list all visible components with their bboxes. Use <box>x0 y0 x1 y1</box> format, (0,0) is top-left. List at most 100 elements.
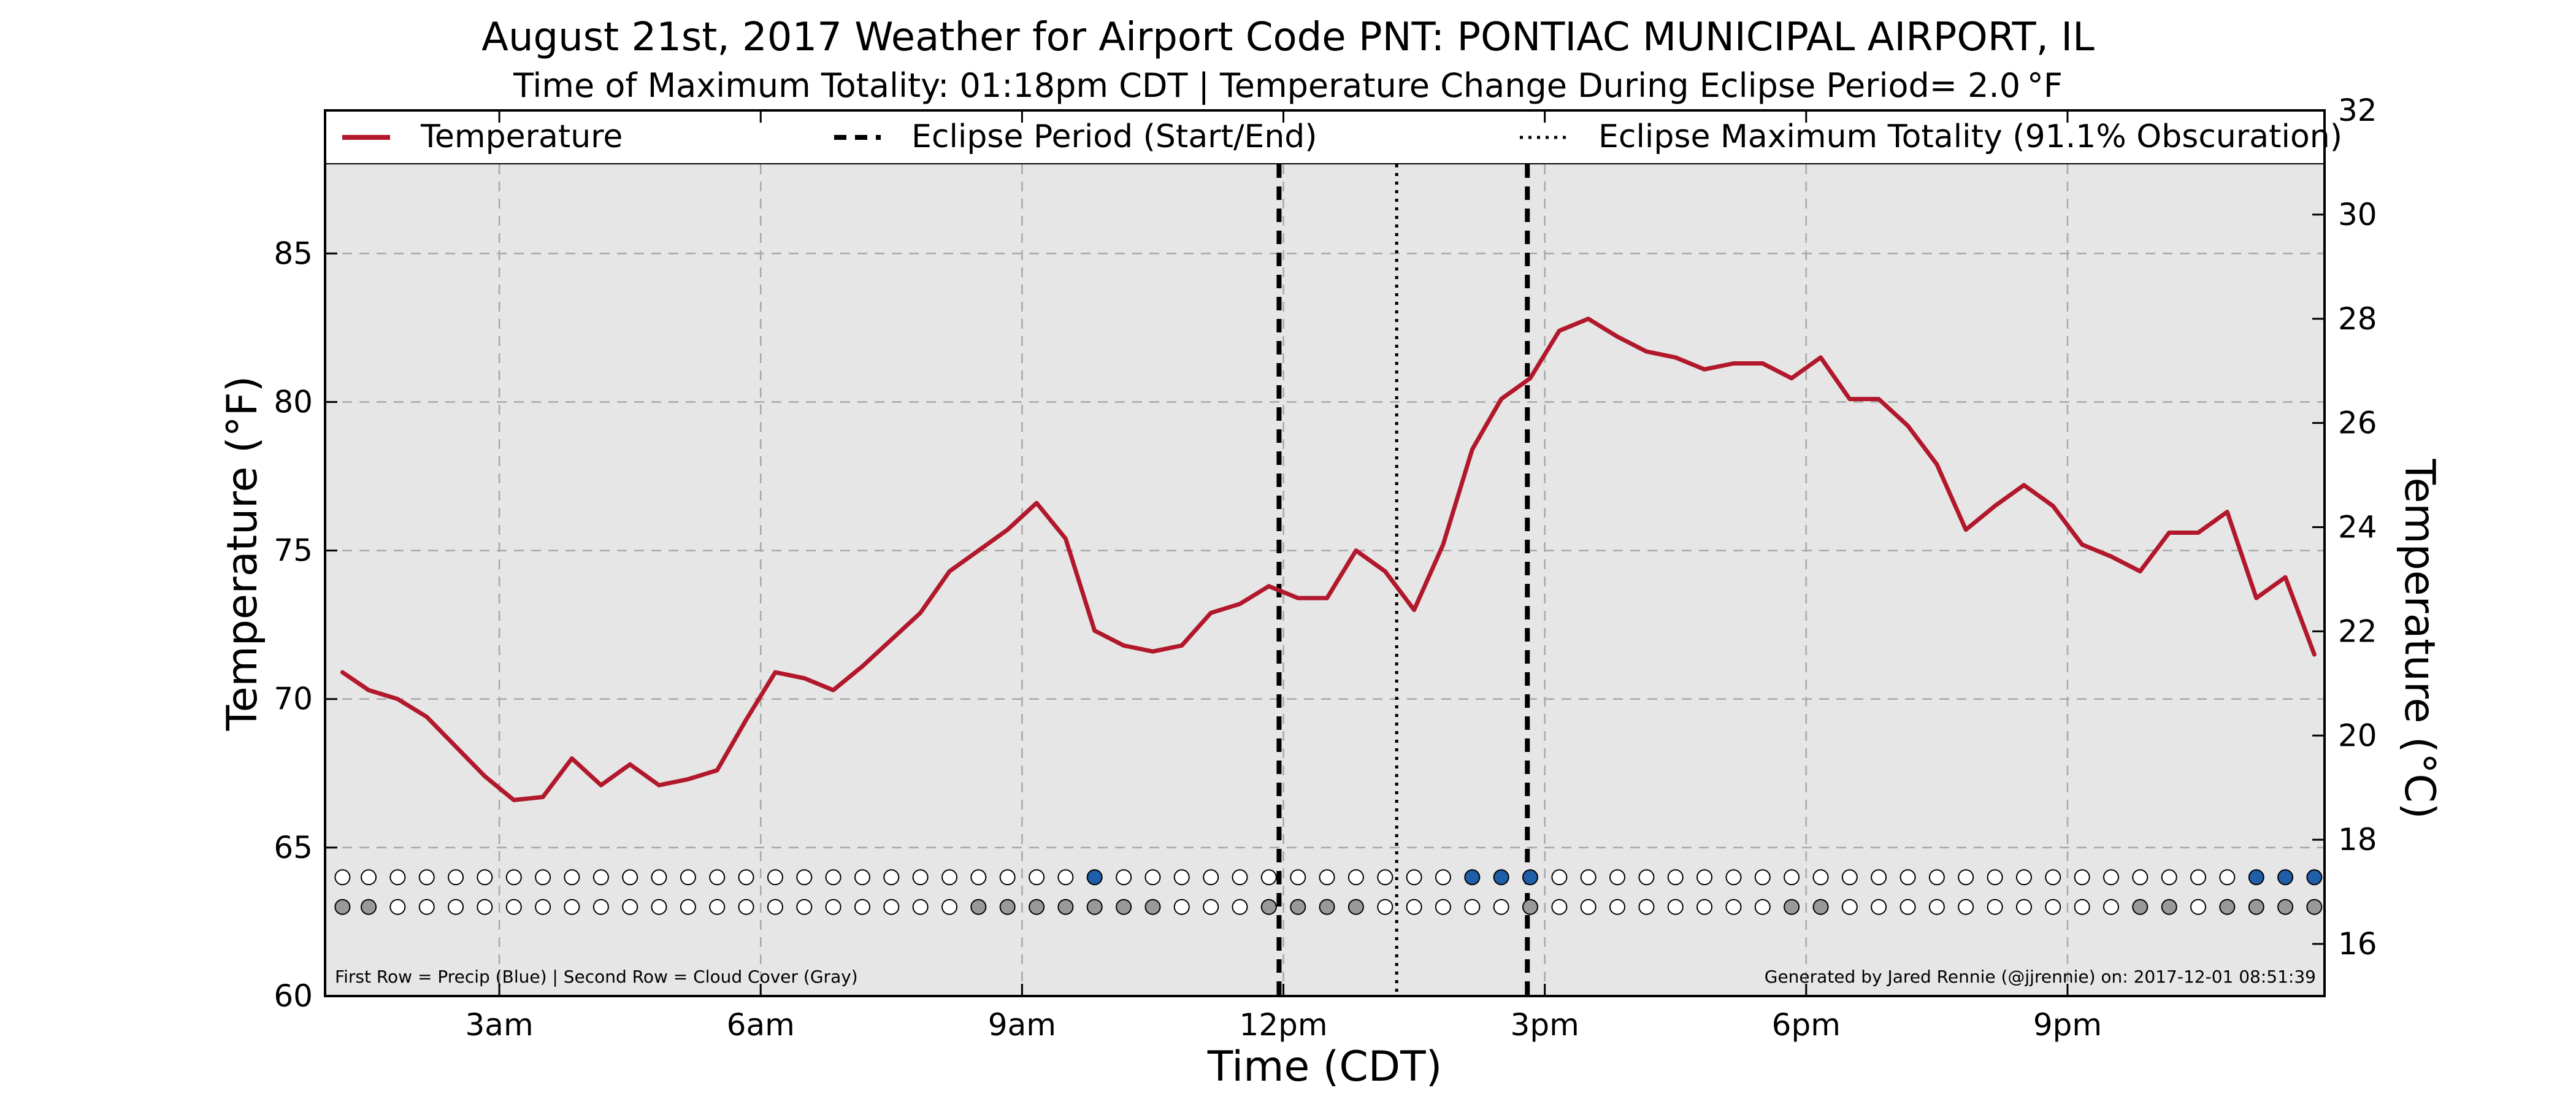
precip-dot <box>738 869 754 886</box>
precip-dot <box>2219 869 2236 886</box>
precip-dot <box>1203 869 1219 886</box>
y-tick-label-right: 16 <box>2338 926 2377 962</box>
cloud-dot <box>738 899 754 915</box>
y-axis-left: 60 65 70 75 80 85 <box>274 236 337 1014</box>
y-axis-title: Temperature (°F) <box>218 376 267 732</box>
precip-dot <box>334 869 351 886</box>
cloud-dot <box>767 899 783 915</box>
precip-dot <box>2248 869 2264 886</box>
x-axis: 3am 6am 9am 12pm 3pm 6pm 9pm <box>466 110 2102 1043</box>
precip-dot <box>825 869 841 886</box>
cloud-dot <box>1609 899 1625 915</box>
precip-dot <box>592 869 609 886</box>
precip-dot <box>1580 869 1597 886</box>
cloud-dot <box>651 899 667 915</box>
cloud-dot <box>1464 899 1481 915</box>
cloud-dot <box>1871 899 1887 915</box>
cloud-dot <box>1173 899 1190 915</box>
x-tick-label: 6pm <box>1772 1007 1841 1043</box>
cloud-dot <box>1638 899 1655 915</box>
precip-dot <box>2306 869 2323 886</box>
cloud-dot <box>1899 899 1916 915</box>
cloud-dot <box>1493 899 1509 915</box>
y-tick-label-right: 30 <box>2338 197 2377 232</box>
cloud-dot <box>1260 899 1277 915</box>
cloud-dot <box>2190 899 2207 915</box>
cloud-dot <box>854 899 871 915</box>
cloud-dot <box>2219 899 2236 915</box>
precip-dot <box>941 869 958 886</box>
cloud-dot <box>1958 899 1974 915</box>
x-tick-label: 6am <box>727 1007 795 1043</box>
precip-dot <box>1522 869 1538 886</box>
precip-dot <box>1638 869 1655 886</box>
y-tick-label-right: 18 <box>2338 822 2377 857</box>
precip-dot <box>1260 869 1277 886</box>
precip-dot <box>1987 869 2003 886</box>
precip-dot <box>1290 869 1306 886</box>
cloud-dot <box>535 899 551 915</box>
footnote-right: Generated by Jared Rennie (@jjrennie) on… <box>1765 967 2316 987</box>
precip-dot <box>2074 869 2090 886</box>
precip-dot <box>651 869 667 886</box>
precip-dot <box>1871 869 1887 886</box>
cloud-dot <box>999 899 1016 915</box>
cloud-dot <box>2074 899 2090 915</box>
precip-dot <box>2190 869 2207 886</box>
cloud-dot <box>505 899 522 915</box>
cloud-dot <box>1841 899 1858 915</box>
cloud-dot <box>2306 899 2323 915</box>
y-tick-label: 70 <box>274 681 313 717</box>
cloud-dot <box>2132 899 2149 915</box>
precip-dot <box>2277 869 2294 886</box>
cloud-dot <box>592 899 609 915</box>
cloud-dot <box>2248 899 2264 915</box>
precip-dot <box>2015 869 2032 886</box>
legend: Temperature Eclipse Period (Start/End) E… <box>324 109 2342 166</box>
cloud-dot <box>883 899 900 915</box>
eclipse-lines <box>1276 164 1530 996</box>
precip-dot <box>622 869 638 886</box>
cloud-dot <box>418 899 435 915</box>
cloud-dot <box>1144 899 1161 915</box>
y-tick-label-right: 24 <box>2338 510 2377 545</box>
x-tick-label: 3pm <box>1511 1007 1579 1043</box>
precip-dot <box>1029 869 1045 886</box>
cloud-dot <box>389 899 406 915</box>
precip-dot <box>1696 869 1713 886</box>
cloud-dot <box>1754 899 1771 915</box>
x-tick-label: 3am <box>466 1007 534 1043</box>
precip-dot <box>1725 869 1742 886</box>
precip-dot <box>1928 869 1945 886</box>
x-tick-label: 9am <box>988 1007 1056 1043</box>
cloud-dot <box>1347 899 1364 915</box>
precip-dot <box>796 869 813 886</box>
precip-dot <box>1144 869 1161 886</box>
cloud-dot <box>1522 899 1538 915</box>
precip-dot <box>1667 869 1684 886</box>
precip-dot <box>448 869 464 886</box>
series-layer <box>340 316 2317 802</box>
cloud-dot <box>564 899 580 915</box>
cloud-dot <box>1551 899 1568 915</box>
y-tick-label: 75 <box>274 533 313 569</box>
precip-dot <box>709 869 726 886</box>
precip-dot <box>1899 869 1916 886</box>
cloud-dot <box>1696 899 1713 915</box>
cloud-dot <box>709 899 726 915</box>
cloud-dot <box>1987 899 2003 915</box>
precip-dot <box>1173 869 1190 886</box>
precip-dot <box>389 869 406 886</box>
cloud-dot <box>1290 899 1306 915</box>
precip-dot <box>767 869 783 886</box>
y-tick-label: 80 <box>274 384 313 420</box>
precip-dot <box>883 869 900 886</box>
cloud-dot <box>1116 899 1132 915</box>
y-tick-label: 65 <box>274 830 313 865</box>
y-tick-label-right: 22 <box>2338 613 2377 649</box>
precip-dot <box>535 869 551 886</box>
x-tick-label: 9pm <box>2033 1007 2102 1043</box>
precip-dot <box>1347 869 1364 886</box>
